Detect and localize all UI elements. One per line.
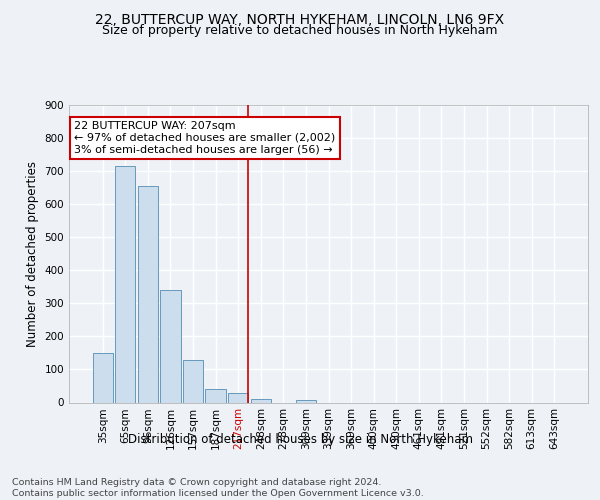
Bar <box>251 398 271 402</box>
Bar <box>92 353 113 403</box>
Bar <box>138 186 158 402</box>
Bar <box>205 388 226 402</box>
Bar <box>115 166 136 402</box>
Text: Size of property relative to detached houses in North Hykeham: Size of property relative to detached ho… <box>102 24 498 37</box>
Bar <box>228 393 248 402</box>
Text: Distribution of detached houses by size in North Hykeham: Distribution of detached houses by size … <box>128 432 473 446</box>
Text: Contains HM Land Registry data © Crown copyright and database right 2024.
Contai: Contains HM Land Registry data © Crown c… <box>12 478 424 498</box>
Text: 22 BUTTERCUP WAY: 207sqm
← 97% of detached houses are smaller (2,002)
3% of semi: 22 BUTTERCUP WAY: 207sqm ← 97% of detach… <box>74 122 335 154</box>
Text: 22, BUTTERCUP WAY, NORTH HYKEHAM, LINCOLN, LN6 9FX: 22, BUTTERCUP WAY, NORTH HYKEHAM, LINCOL… <box>95 12 505 26</box>
Y-axis label: Number of detached properties: Number of detached properties <box>26 161 39 347</box>
Bar <box>296 400 316 402</box>
Bar <box>183 360 203 403</box>
Bar <box>160 290 181 403</box>
